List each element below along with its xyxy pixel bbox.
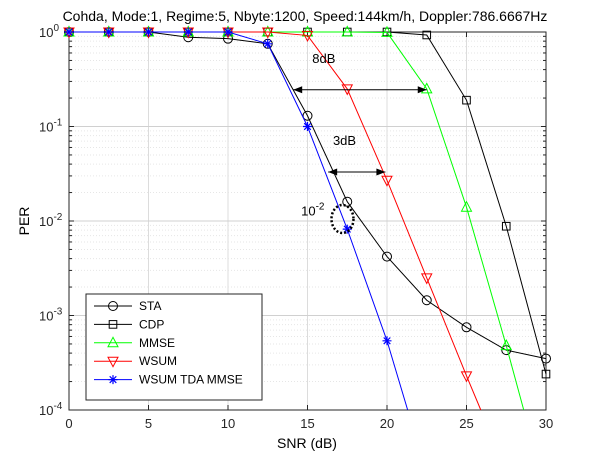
data-point xyxy=(302,110,313,121)
x-tick-label: 0 xyxy=(65,416,72,431)
annotations: 8dB 3dB 10-2 xyxy=(293,51,427,235)
arrow-head xyxy=(417,86,427,94)
arrow-head xyxy=(293,86,303,94)
legend-label: CDP xyxy=(139,317,164,331)
data-point xyxy=(500,339,513,351)
y-tick-label: 10-3 xyxy=(39,307,63,324)
data-point xyxy=(422,30,432,40)
legend-marker xyxy=(107,356,119,368)
x-tick-label: 25 xyxy=(459,416,473,431)
annotation-ellipse xyxy=(330,203,355,235)
data-point xyxy=(144,27,153,37)
annotation-label: 3dB xyxy=(333,133,356,148)
x-tick-label: 10 xyxy=(221,416,235,431)
data-point xyxy=(261,27,274,39)
series-line xyxy=(69,31,409,411)
legend-marker xyxy=(108,375,118,385)
y-tick-label: 100 xyxy=(39,23,59,40)
data-point xyxy=(460,371,473,383)
series xyxy=(63,25,551,411)
x-tick-label: 30 xyxy=(539,416,553,431)
x-tick-label: 15 xyxy=(300,416,314,431)
x-tick-label: 20 xyxy=(380,416,394,431)
data-point xyxy=(261,25,274,37)
data-point xyxy=(381,175,393,187)
y-tick-label: 10-4 xyxy=(39,401,63,418)
data-point xyxy=(104,27,114,37)
data-point xyxy=(183,27,193,37)
data-point xyxy=(420,82,433,94)
data-point xyxy=(301,30,314,42)
y-tick-label: 10-1 xyxy=(39,118,63,135)
legend-label: MMSE xyxy=(139,336,175,350)
data-point xyxy=(303,122,312,131)
chart-title: Cohda, Mode:1, Regime:5, Nbyte:1200, Spe… xyxy=(63,8,548,24)
data-point xyxy=(541,369,551,379)
legend-marker xyxy=(107,336,119,348)
data-point xyxy=(421,295,432,306)
arrow-head xyxy=(328,168,338,176)
data-point xyxy=(382,251,392,262)
annotation-label: 8dB xyxy=(312,51,335,66)
data-point xyxy=(342,224,352,234)
y-axis-label: PER xyxy=(16,207,32,236)
data-point xyxy=(342,196,353,207)
legend-label: WSUM xyxy=(139,354,177,368)
data-point xyxy=(501,221,511,231)
data-point xyxy=(341,25,354,37)
data-point xyxy=(460,200,473,212)
data-point xyxy=(223,27,233,37)
legend: STA CDP MMSE WSUM WSUM TDA MMSE xyxy=(85,293,263,401)
data-point xyxy=(462,95,471,105)
data-point xyxy=(381,25,393,37)
y-tick-label: 10-2 xyxy=(39,212,63,229)
legend-marker xyxy=(108,301,118,311)
data-point xyxy=(461,322,472,333)
data-point xyxy=(64,27,74,37)
x-axis-label: SNR (dB) xyxy=(277,435,337,451)
arrow-head xyxy=(376,168,386,176)
data-point xyxy=(263,39,273,49)
data-point xyxy=(420,273,433,285)
data-point xyxy=(382,336,392,346)
legend-label: STA xyxy=(139,299,161,313)
legend-marker xyxy=(108,320,118,329)
x-tick-label: 5 xyxy=(145,416,152,431)
annotation-label: 10-2 xyxy=(301,201,325,218)
legend-label: WSUM TDA MMSE xyxy=(139,373,243,387)
